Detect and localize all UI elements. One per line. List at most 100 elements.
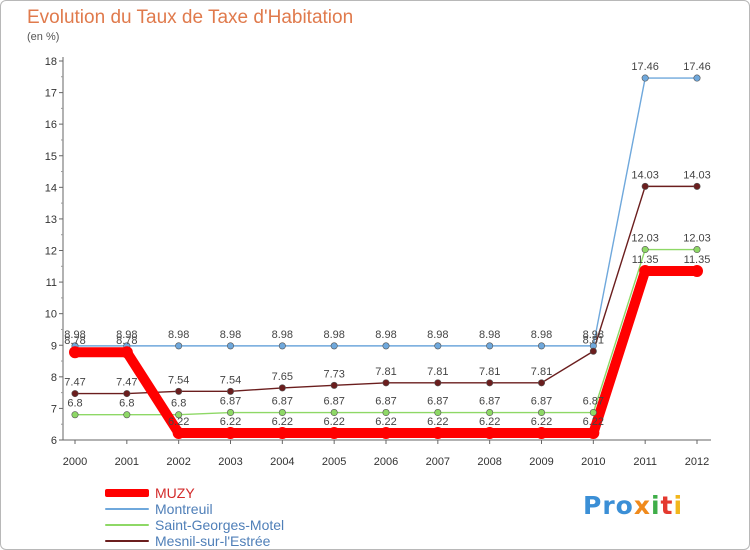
data-label: 14.03 [631,169,659,181]
chart-subtitle: (en %) [27,31,60,43]
data-label: 8.98 [323,329,344,341]
data-label: 8.98 [583,329,604,341]
data-point [380,427,392,440]
data-label: 11.35 [684,254,711,266]
data-label: 6.87 [531,396,552,408]
chart-axes: 6 7 8 9 10 11 12 13 14 15 16 17 18 2000 2001 2002 2003 20… [45,56,711,468]
data-label: 6.22 [531,416,552,428]
data-point [330,409,338,417]
y-tick-label: 10 [45,309,57,321]
data-label: 6.22 [479,416,500,428]
data-point [224,427,237,440]
chart-title: Evolution du Taux de Taxe d'Habitation [27,7,354,28]
x-tick-label: 2005 [322,456,346,468]
data-point [589,409,597,417]
legend-item: Mesnil-sur-l'Estrée [105,533,405,549]
data-label: 6.87 [272,396,293,408]
data-label: 8.98 [427,329,448,341]
chart-data-labels: 8.98 8.98 8.98 8.98 8.98 8.98 8.98 8.98 8.98 8.98… [64,61,710,428]
x-tick-label: 2001 [115,456,139,468]
logo-part: i [650,491,661,520]
data-label: 8.98 [531,329,552,341]
data-point [172,427,185,440]
data-label: 6.8 [119,398,134,410]
logo-part: x [633,491,651,520]
data-point [537,379,545,387]
data-label: 6.22 [272,416,293,428]
data-label: 6.87 [323,396,344,408]
data-point [434,409,442,417]
data-label: 8.78 [64,335,85,347]
data-label: 6.87 [375,396,396,408]
x-tick-label: 2007 [426,456,450,468]
data-point [589,347,597,355]
x-tick-label: 2009 [529,456,553,468]
data-point [123,390,131,398]
y-tick-label: 13 [45,214,57,226]
data-label: 6.22 [427,416,448,428]
data-label: 12.03 [631,233,659,245]
data-point [486,342,494,350]
legend-label: Saint-Georges-Motel [155,517,285,533]
data-point [641,246,649,254]
data-label: 6.87 [479,396,500,408]
data-point [278,384,286,392]
data-label: 17.46 [683,61,711,73]
data-label: 6.8 [171,398,186,410]
data-label: 6.87 [583,396,604,408]
data-point [431,427,444,440]
legend-swatch [105,540,149,542]
data-point [537,342,545,350]
y-tick-label: 12 [45,246,57,258]
data-point [693,246,701,254]
data-label: 8.98 [479,329,500,341]
series-line [74,77,698,347]
data-label: 8.98 [220,329,241,341]
legend-label: MUZY [155,485,195,501]
logo-part: Pro [583,491,634,520]
data-label: 7.73 [323,368,344,380]
data-point [693,182,701,190]
legend-swatch [105,489,149,497]
y-tick-label: 11 [46,277,57,289]
data-label: 6.22 [375,416,396,428]
data-point [227,387,235,395]
y-tick-label: 17 [45,88,57,100]
data-point [693,74,701,82]
chart-points [69,74,703,440]
data-point [175,342,183,350]
y-tick-label: 7 [51,403,57,415]
data-point [276,427,289,440]
data-point [483,427,496,440]
data-point [69,346,81,359]
data-label: 7.54 [168,374,189,386]
x-tick-label: 2006 [374,456,398,468]
legend-swatch [105,508,149,510]
data-label: 6.22 [323,416,344,428]
data-point [71,411,79,419]
y-tick-label: 6 [51,435,57,447]
proxiti-logo: Proxiti [583,491,683,520]
x-tick-label: 2002 [166,456,190,468]
data-label: 7.65 [272,371,293,383]
data-label: 17.46 [631,61,659,73]
data-label: 8.98 [272,329,293,341]
data-label: 8.81 [583,334,604,346]
data-label: 8.98 [168,329,189,341]
data-point [227,409,235,417]
data-label: 6.87 [427,396,448,408]
data-label: 6.22 [583,416,604,428]
data-label: 6.8 [67,398,82,410]
data-label: 7.81 [427,366,448,378]
legend-item: MUZY [105,485,405,501]
x-tick-label: 2011 [633,456,657,468]
chart-legend: MUZY Montreuil Saint-Georges-Motel Mesnil-s… [105,485,405,549]
data-label: 12.03 [683,233,711,245]
data-label: 11.35 [632,254,659,266]
x-tick-label: 2010 [581,456,605,468]
data-point [537,409,545,417]
legend-swatch [105,524,149,526]
data-point [227,342,235,350]
data-point [587,427,600,440]
